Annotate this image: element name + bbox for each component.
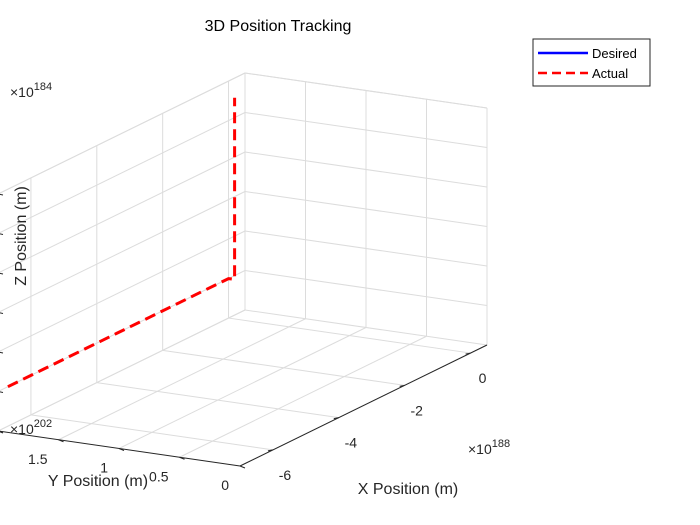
legend-label-desired: Desired [592, 46, 637, 61]
y-tick-label: 0.5 [149, 468, 169, 484]
box-edge [244, 72, 488, 109]
grid-line [118, 327, 367, 449]
grid-line [244, 151, 488, 188]
grid-line [244, 309, 488, 346]
legend-box [532, 38, 651, 87]
legend: Desired Actual [532, 38, 651, 87]
chart-title: 3D Position Tracking [205, 18, 352, 35]
grid-line [244, 270, 488, 306]
grid-line [0, 191, 246, 313]
z-tick-mark [0, 430, 4, 433]
z-exponent-value: 184 [34, 81, 52, 93]
x-axis-line [239, 344, 488, 467]
x-tick-label: 0 [479, 370, 487, 386]
y-tick-label: 1.5 [28, 451, 48, 467]
legend-label-actual: Actual [592, 66, 628, 81]
times-sign: ×10 [468, 441, 492, 457]
z-tick-mark [0, 312, 4, 314]
times-sign: ×10 [10, 421, 34, 437]
z-tick-mark [0, 391, 4, 393]
y-axis-label: Y Position (m) [48, 473, 148, 490]
plot-series [7, 97, 237, 389]
svg-text:×10202: ×10202 [10, 418, 52, 437]
x-exponent: ×10188 [468, 438, 510, 457]
y-tick-mark [179, 456, 185, 460]
grid-line [0, 151, 246, 273]
x-tick-mark [333, 417, 339, 420]
x-tick-mark [465, 352, 471, 355]
z-tick-mark [0, 272, 4, 275]
y-tick-label: 0 [221, 477, 229, 493]
y-tick-mark [118, 448, 125, 451]
grid-line [244, 191, 488, 227]
y-tick-label: 1 [100, 460, 108, 476]
z-tick-mark [0, 351, 4, 354]
x-tick-label: -2 [410, 402, 423, 418]
tick-labels: 0-2-4-600.511.52-20246810 [28, 370, 487, 493]
grid-line [244, 112, 488, 148]
grid-line [179, 335, 427, 458]
x-axis-label: X Position (m) [358, 481, 458, 498]
x-tick-label: -6 [279, 467, 292, 483]
box-edge [0, 72, 246, 194]
grid-line [0, 230, 246, 352]
x-exponent-value: 188 [492, 438, 510, 450]
grid-line [244, 230, 488, 267]
grid-line [58, 318, 306, 441]
x-tick-mark [267, 449, 274, 452]
z-exponent: ×10184 [10, 81, 52, 100]
x-tick-mark [399, 384, 405, 387]
grid-line [0, 309, 246, 431]
series-line-actual [7, 97, 237, 389]
y-tick-mark [239, 465, 246, 469]
svg-text:×10188: ×10188 [468, 438, 510, 457]
axes [0, 193, 488, 469]
y-exponent-value: 202 [34, 418, 52, 430]
svg-text:×10184: ×10184 [10, 81, 52, 100]
z-tick-mark [0, 193, 4, 196]
y-exponent: ×10202 [10, 418, 52, 437]
z-axis-label: Z Position (m) [13, 186, 30, 286]
y-tick-mark [58, 439, 64, 443]
times-sign: ×10 [10, 84, 34, 100]
grid [0, 72, 488, 467]
x-tick-label: -4 [345, 435, 358, 451]
z-tick-mark [0, 233, 4, 235]
grid-line [0, 112, 246, 234]
